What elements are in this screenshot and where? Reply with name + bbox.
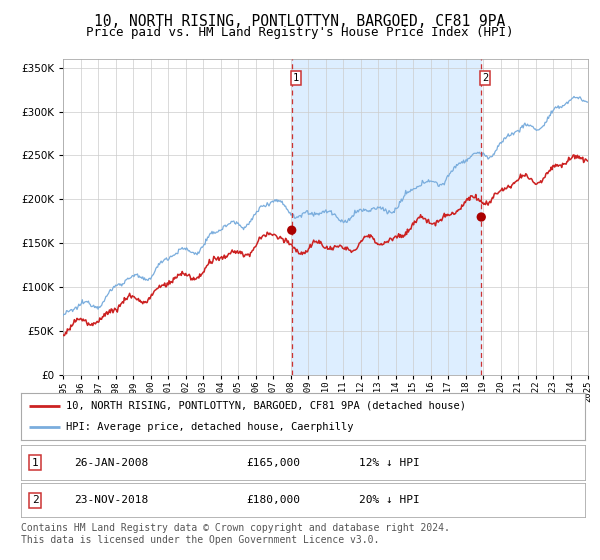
Text: 26-JAN-2008: 26-JAN-2008 — [74, 458, 149, 468]
Text: 10, NORTH RISING, PONTLOTTYN, BARGOED, CF81 9PA: 10, NORTH RISING, PONTLOTTYN, BARGOED, C… — [94, 14, 506, 29]
Text: £180,000: £180,000 — [247, 495, 301, 505]
Text: 2: 2 — [482, 73, 488, 83]
Point — [476, 213, 486, 222]
Text: Contains HM Land Registry data © Crown copyright and database right 2024.
This d: Contains HM Land Registry data © Crown c… — [21, 523, 450, 545]
Point — [287, 226, 296, 235]
Text: 2: 2 — [32, 495, 38, 505]
Text: £165,000: £165,000 — [247, 458, 301, 468]
Text: 20% ↓ HPI: 20% ↓ HPI — [359, 495, 420, 505]
Text: 1: 1 — [293, 73, 299, 83]
Text: 23-NOV-2018: 23-NOV-2018 — [74, 495, 149, 505]
Text: Price paid vs. HM Land Registry's House Price Index (HPI): Price paid vs. HM Land Registry's House … — [86, 26, 514, 39]
Bar — [292, 59, 481, 375]
Text: 12% ↓ HPI: 12% ↓ HPI — [359, 458, 420, 468]
Text: 10, NORTH RISING, PONTLOTTYN, BARGOED, CF81 9PA (detached house): 10, NORTH RISING, PONTLOTTYN, BARGOED, C… — [66, 400, 466, 410]
Text: 1: 1 — [32, 458, 38, 468]
Text: HPI: Average price, detached house, Caerphilly: HPI: Average price, detached house, Caer… — [66, 422, 353, 432]
